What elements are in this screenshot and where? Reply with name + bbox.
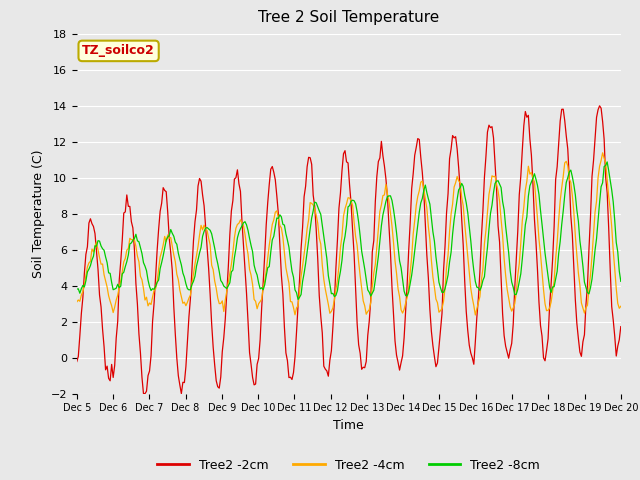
Line: Tree2 -8cm: Tree2 -8cm	[77, 162, 621, 300]
Text: TZ_soilco2: TZ_soilco2	[82, 44, 155, 58]
Tree2 -8cm	[604, 159, 611, 165]
Legend: Tree2 -2cm, Tree2 -4cm, Tree2 -8cm: Tree2 -2cm, Tree2 -4cm, Tree2 -8cm	[152, 454, 545, 477]
Tree2 -4cm	[235, 220, 243, 226]
Tree2 -4cm	[262, 268, 270, 274]
Tree2 -4cm	[599, 150, 607, 156]
Tree2 -2cm	[237, 189, 244, 194]
Tree2 -2cm	[617, 324, 625, 329]
Line: Tree2 -2cm: Tree2 -2cm	[77, 106, 621, 394]
Tree2 -4cm	[472, 312, 479, 318]
Tree2 -8cm	[588, 276, 596, 282]
Tree2 -2cm	[140, 391, 147, 396]
Tree2 -8cm	[253, 272, 261, 278]
Tree2 -2cm	[312, 227, 320, 233]
Tree2 -8cm	[262, 273, 270, 278]
Tree2 -2cm	[264, 200, 271, 205]
Tree2 -4cm	[253, 306, 261, 312]
Tree2 -4cm	[73, 299, 81, 305]
Tree2 -8cm	[140, 260, 147, 265]
Line: Tree2 -4cm: Tree2 -4cm	[77, 153, 621, 315]
Tree2 -2cm	[588, 174, 596, 180]
Tree2 -8cm	[294, 297, 302, 302]
Tree2 -8cm	[617, 278, 625, 284]
Tree2 -4cm	[588, 253, 596, 259]
Tree2 -4cm	[617, 303, 625, 309]
X-axis label: Time: Time	[333, 419, 364, 432]
Tree2 -2cm	[141, 391, 149, 396]
Tree2 -4cm	[140, 286, 147, 291]
Tree2 -8cm	[235, 229, 243, 235]
Tree2 -8cm	[312, 200, 320, 205]
Tree2 -8cm	[73, 286, 81, 292]
Tree2 -2cm	[255, 356, 262, 361]
Tree2 -4cm	[311, 206, 319, 212]
Y-axis label: Soil Temperature (C): Soil Temperature (C)	[32, 149, 45, 278]
Tree2 -2cm	[596, 103, 604, 108]
Tree2 -2cm	[73, 359, 81, 364]
Title: Tree 2 Soil Temperature: Tree 2 Soil Temperature	[258, 11, 440, 25]
